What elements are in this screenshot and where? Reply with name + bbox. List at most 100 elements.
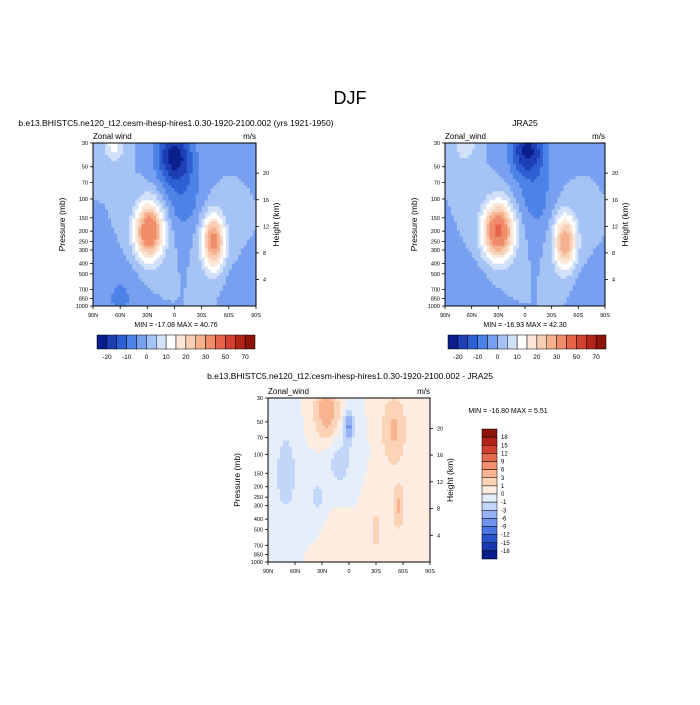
heatmap-cell — [244, 164, 247, 167]
heatmap-cell — [457, 161, 460, 164]
heatmap-cell — [528, 161, 531, 164]
heatmap-cell — [96, 249, 99, 252]
heatmap-cell — [552, 200, 555, 203]
heatmap-cell — [561, 203, 564, 206]
heatmap-cell — [141, 255, 144, 258]
heatmap-cell — [168, 206, 171, 209]
heatmap-cell — [217, 228, 220, 231]
heatmap-cell — [513, 149, 516, 152]
heatmap-cell — [516, 221, 519, 224]
heatmap-cell — [552, 237, 555, 240]
heatmap-cell — [126, 218, 129, 221]
heatmap-cell — [144, 143, 147, 146]
heatmap-cell — [226, 152, 229, 155]
heatmap-cell — [466, 179, 469, 182]
heatmap-cell — [486, 221, 489, 224]
heatmap-cell — [123, 197, 126, 200]
heatmap-cell — [566, 243, 569, 246]
heatmap-cell — [454, 194, 457, 197]
heatmap-cell — [537, 225, 540, 228]
heatmap-cell — [129, 264, 132, 267]
heatmap-cell — [226, 203, 229, 206]
heatmap-cell — [501, 249, 504, 252]
heatmap-cell — [202, 182, 205, 185]
heatmap-cell — [117, 240, 120, 243]
heatmap-cell — [466, 218, 469, 221]
heatmap-cell — [153, 221, 156, 224]
heatmap-cell — [489, 249, 492, 252]
heatmap-cell — [159, 164, 162, 167]
heatmap-cell — [205, 149, 208, 152]
heatmap-cell — [466, 237, 469, 240]
heatmap-cell — [141, 209, 144, 212]
heatmap-cell — [238, 291, 241, 294]
heatmap-cell — [472, 228, 475, 231]
heatmap-cell — [457, 176, 460, 179]
heatmap-cell — [211, 249, 214, 252]
heatmap-cell — [445, 221, 448, 224]
heatmap-cell — [114, 170, 117, 173]
heatmap-cell — [147, 164, 150, 167]
y-tick-label: 300 — [79, 248, 88, 254]
heatmap-cell — [519, 173, 522, 176]
heatmap-cell — [522, 200, 525, 203]
heatmap-cell — [135, 188, 138, 191]
heatmap-cell — [229, 221, 232, 224]
heatmap-cell — [114, 182, 117, 185]
heatmap-cell — [558, 167, 561, 170]
heatmap-cell — [126, 143, 129, 146]
heatmap-cell — [132, 197, 135, 200]
heatmap-cell — [525, 209, 528, 212]
y-tick-label: 1000 — [76, 304, 88, 310]
heatmap-cell — [105, 231, 108, 234]
heatmap-cell — [129, 228, 132, 231]
heatmap-cell — [205, 234, 208, 237]
heatmap-cell — [178, 176, 181, 179]
heatmap-cell — [202, 164, 205, 167]
heatmap-cell — [519, 158, 522, 161]
heatmap-cell — [184, 173, 187, 176]
heatmap-cell — [181, 173, 184, 176]
heatmap-cell — [522, 209, 525, 212]
heatmap-cell — [220, 297, 223, 300]
heatmap-cell — [584, 185, 587, 188]
heatmap-cell — [581, 215, 584, 218]
heatmap-cell — [135, 194, 138, 197]
heatmap-cell — [123, 279, 126, 282]
heatmap-cell — [165, 185, 168, 188]
heatmap-cell — [159, 170, 162, 173]
heatmap-cell — [156, 279, 159, 282]
heatmap-cell — [217, 218, 220, 221]
heatmap-cell — [162, 215, 165, 218]
y-tick-label: 200 — [79, 229, 88, 235]
heatmap-cell — [93, 167, 96, 170]
heatmap-cell — [546, 246, 549, 249]
heatmap-cell — [552, 209, 555, 212]
heatmap-cell — [129, 212, 132, 215]
heatmap-cell — [150, 200, 153, 203]
heatmap-cell — [513, 167, 516, 170]
heatmap-cell — [466, 188, 469, 191]
heatmap-cell — [159, 179, 162, 182]
heatmap-cell — [534, 149, 537, 152]
heatmap-cell — [187, 252, 190, 255]
heatmap-cell — [181, 297, 184, 300]
heatmap-cell — [466, 152, 469, 155]
heatmap-cell — [475, 246, 478, 249]
heatmap-cell — [460, 231, 463, 234]
heatmap-cell — [123, 243, 126, 246]
heatmap-cell — [129, 155, 132, 158]
heatmap-cell — [516, 167, 519, 170]
heatmap-cell — [472, 143, 475, 146]
heatmap-cell — [232, 158, 235, 161]
heatmap-cell — [196, 197, 199, 200]
heatmap-cell — [208, 234, 211, 237]
heatmap-cell — [135, 218, 138, 221]
heatmap-cell — [123, 152, 126, 155]
heatmap-cell — [516, 173, 519, 176]
heatmap-cell — [193, 155, 196, 158]
heatmap-cell — [214, 152, 217, 155]
heatmap-cell — [208, 252, 211, 255]
heatmap-cell — [463, 228, 466, 231]
heatmap-cell — [129, 149, 132, 152]
